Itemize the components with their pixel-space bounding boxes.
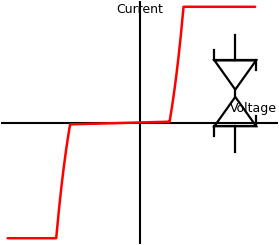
Text: Current: Current	[116, 3, 163, 16]
Text: Voltage: Voltage	[230, 102, 277, 115]
